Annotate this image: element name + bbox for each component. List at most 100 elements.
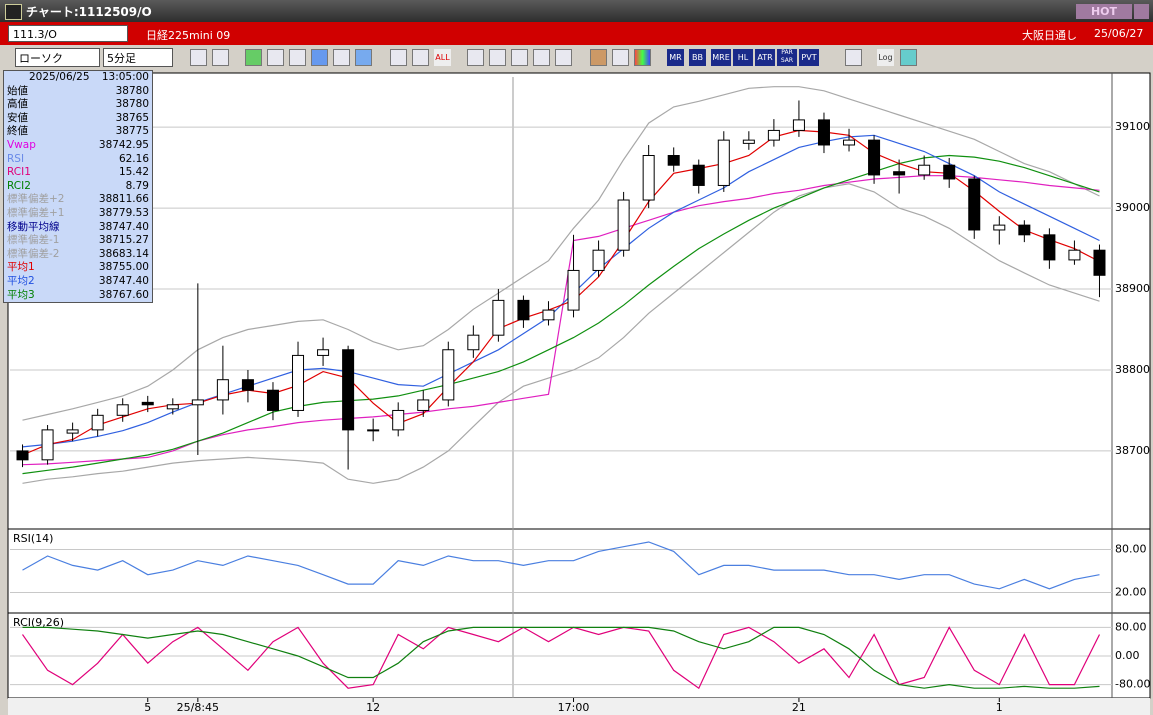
info-value: 15.42 [118, 166, 149, 179]
info-value: 38767.60 [98, 288, 149, 301]
candle-body [442, 349, 455, 401]
panel-title: RCI(9,26) [13, 616, 64, 629]
toolbar-icon[interactable] [489, 49, 506, 66]
info-row: RCI1 15.42 [4, 166, 152, 180]
info-value: 38765 [115, 111, 149, 124]
candle-body [817, 119, 830, 146]
toolbar-button[interactable]: PAR SAR [777, 49, 797, 66]
info-value: 38683.14 [98, 247, 149, 260]
candle-body [993, 224, 1006, 231]
info-label: 終値 [7, 125, 28, 138]
y-tick-label: 39100 [1115, 120, 1150, 133]
close-button[interactable] [1134, 4, 1149, 19]
info-label: RCI1 [7, 166, 31, 179]
header-bar: 111.3/O 日経225mini 09 大阪日通し 25/06/27 [0, 22, 1153, 45]
info-time: 13:05:00 [101, 71, 149, 83]
indicator-line [22, 86, 1100, 421]
toolbar-icon[interactable] [212, 49, 229, 66]
info-label: 高値 [7, 98, 28, 111]
candle-body [292, 354, 305, 411]
info-row: 安値 38765 [4, 112, 152, 126]
toolbar-button[interactable]: HL [733, 49, 753, 66]
toolbar-button[interactable]: BB [689, 49, 706, 66]
toolbar-button[interactable]: ALL [434, 49, 451, 66]
toolbar-button[interactable]: Log [877, 49, 894, 66]
toolbar-icon[interactable] [333, 49, 350, 66]
candle-body [717, 139, 730, 186]
candle-body [542, 309, 555, 321]
candle-body [1043, 234, 1056, 261]
toolbar-icon[interactable] [555, 49, 572, 66]
toolbar-icon[interactable] [845, 49, 862, 66]
toolbar-icon[interactable] [412, 49, 429, 66]
candle-body [367, 429, 380, 432]
date: 25/06/27 [1094, 27, 1144, 40]
candle-body [567, 269, 580, 311]
toolbar-icon[interactable] [190, 49, 207, 66]
candle-body [241, 379, 254, 391]
interval-select[interactable]: 5分足 [103, 48, 173, 67]
candle-body [317, 349, 330, 356]
toolbar-button[interactable]: PVT [799, 49, 819, 66]
toolbar-icon[interactable] [355, 49, 372, 66]
candle-body [592, 249, 605, 271]
candle-body [342, 349, 355, 431]
indicator-line [22, 154, 1100, 475]
info-value: 38755.00 [98, 261, 149, 274]
candle-body [893, 171, 906, 176]
candle-body [843, 139, 856, 146]
info-value: 38811.66 [98, 193, 149, 206]
toolbar-icon[interactable] [533, 49, 550, 66]
info-value: 38747.40 [98, 220, 149, 233]
symbol-select[interactable]: 111.3/O [8, 25, 128, 42]
info-row: 標準偏差-1 38715.27 [4, 234, 152, 248]
info-date: 2025/06/25 [29, 71, 90, 83]
candle-body [667, 155, 680, 166]
candle-body [141, 401, 154, 406]
toolbar-icon[interactable] [390, 49, 407, 66]
info-value: 38780 [115, 98, 149, 111]
hot-button[interactable]: HOT [1076, 4, 1132, 19]
info-label: 平均1 [7, 261, 35, 274]
toolbar-icon[interactable] [267, 49, 284, 66]
toolbar-icon[interactable] [311, 49, 328, 66]
toolbar-button[interactable]: MR [667, 49, 684, 66]
y-tick-label: 39000 [1115, 201, 1150, 214]
toolbar-icon[interactable] [511, 49, 528, 66]
toolbar-icon[interactable] [634, 49, 651, 66]
candle-body [692, 164, 705, 186]
candle-body [767, 129, 780, 141]
y-tick-label: 0.00 [1115, 649, 1140, 662]
x-tick-label: 1 [996, 701, 1003, 714]
y-tick-label: 80.00 [1115, 620, 1147, 633]
info-row: RCI2 8.79 [4, 180, 152, 194]
chart-type-select[interactable]: ローソク [15, 48, 100, 67]
toolbar-icon[interactable] [590, 49, 607, 66]
x-tick-label: 5 [144, 701, 151, 714]
candle-body [1068, 249, 1081, 261]
info-label: RSI [7, 152, 25, 165]
info-value: 8.79 [125, 179, 149, 192]
candle-body [792, 119, 805, 131]
info-row: 標準偏差-2 38683.14 [4, 248, 152, 262]
x-tick-label: 21 [792, 701, 806, 714]
candle-body [91, 414, 104, 431]
toolbar-button[interactable]: MRE [711, 49, 731, 66]
indicator-line [22, 183, 1100, 484]
indicator-line [22, 626, 1100, 689]
x-tick-label: 17:00 [558, 701, 590, 714]
toolbar-icon[interactable] [900, 49, 917, 66]
toolbar-icon[interactable] [467, 49, 484, 66]
info-row: 高値 38780 [4, 98, 152, 112]
info-value: 38715.27 [98, 234, 149, 247]
toolbar-icon[interactable] [245, 49, 262, 66]
y-tick-label: 38800 [1115, 363, 1150, 376]
toolbar-icon[interactable] [612, 49, 629, 66]
candle-body [492, 299, 505, 336]
toolbar-button[interactable]: ATR [755, 49, 775, 66]
info-value: 38775 [115, 125, 149, 138]
toolbar-icon[interactable] [289, 49, 306, 66]
info-row: 移動平均線 38747.40 [4, 221, 152, 235]
title-bar: チャート:1112509/O HOT [0, 0, 1153, 22]
